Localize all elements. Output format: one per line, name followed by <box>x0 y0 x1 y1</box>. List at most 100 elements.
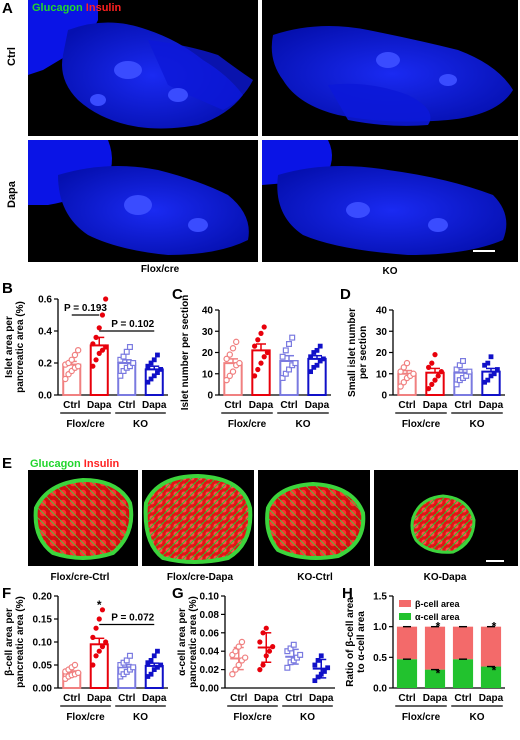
y-tick-label: 0.02 <box>200 665 220 676</box>
y-axis-label: α-cell area perpancreatic area (%) <box>177 596 199 688</box>
x-tick-label: Ctrl <box>454 400 471 411</box>
data-point <box>321 356 326 362</box>
data-point <box>260 630 266 636</box>
islet-flox-dapa <box>142 470 254 566</box>
row-label-dapa: Dapa <box>6 181 18 208</box>
data-point <box>495 367 500 372</box>
x-tick-label: Dapa <box>309 693 334 704</box>
x-tick-label: Ctrl <box>63 693 80 704</box>
data-point <box>317 358 323 364</box>
data-point <box>90 634 96 640</box>
bar <box>425 371 445 396</box>
data-point <box>459 357 466 364</box>
y-axis-label: Islet number per section <box>180 295 191 411</box>
data-point <box>74 669 82 677</box>
data-point <box>453 366 460 373</box>
data-point <box>103 639 109 645</box>
data-point <box>426 364 432 370</box>
x-tick-label: Dapa <box>87 400 112 411</box>
data-point <box>400 379 408 386</box>
data-point <box>282 347 289 354</box>
data-point <box>292 360 299 367</box>
y-tick-label: 0.5 <box>373 653 387 664</box>
legend-label-alpha: α-cell area <box>415 612 461 622</box>
bar-alpha <box>396 659 418 688</box>
data-point <box>229 670 236 678</box>
data-point <box>285 340 292 347</box>
data-point <box>400 364 408 371</box>
significance-star: * <box>492 620 497 634</box>
data-point <box>130 359 137 366</box>
data-point <box>432 377 438 383</box>
data-point <box>151 373 157 379</box>
data-point <box>123 348 130 355</box>
data-point <box>148 360 154 366</box>
islet-ko-ctrl <box>258 470 370 566</box>
x-tick-label: Ctrl <box>280 400 297 411</box>
data-point <box>466 368 473 375</box>
data-point <box>312 662 318 668</box>
p-value-label: P = 0.072 <box>111 613 154 624</box>
data-point <box>311 350 317 355</box>
y-tick-label: 0.00 <box>33 684 53 695</box>
chart-c: 0 10 20 30 40 Islet number per section Ctrl Dap… <box>180 295 331 430</box>
group-label: KO <box>470 712 485 723</box>
data-point <box>263 625 269 631</box>
panel-letter-e: E <box>2 455 13 472</box>
data-point <box>322 669 327 674</box>
y-tick-label: 0.05 <box>33 661 53 672</box>
y-tick-label: 0.00 <box>200 684 220 695</box>
data-point <box>284 664 291 671</box>
p-value-label: P = 0.102 <box>111 319 154 330</box>
group-label: Flox/cre <box>66 419 105 430</box>
data-point <box>155 352 160 358</box>
data-point <box>429 381 435 387</box>
y-tick-label: 0.4 <box>38 327 52 338</box>
data-point <box>226 351 234 358</box>
caption-ko-ctrl: KO-Ctrl <box>297 572 333 583</box>
x-tick-label: Dapa <box>142 400 167 411</box>
x-tick-label: Dapa <box>305 400 330 411</box>
data-point <box>96 350 102 356</box>
data-point <box>145 674 151 679</box>
y-tick-label: 0.10 <box>200 592 220 603</box>
panel-letter-h: H <box>342 585 353 602</box>
group-label: KO <box>296 419 311 430</box>
data-point <box>258 330 264 336</box>
bar-alpha <box>452 659 474 688</box>
data-point <box>297 651 304 658</box>
panel-letter-c: C <box>172 286 183 303</box>
data-point <box>99 607 106 613</box>
x-tick-label: Ctrl <box>454 693 471 704</box>
data-point <box>235 643 242 650</box>
legend-insulin: Insulin <box>85 2 122 14</box>
panel-e-islets <box>28 470 518 566</box>
data-point <box>279 353 286 360</box>
bar <box>251 349 271 396</box>
data-point <box>263 653 269 659</box>
data-point <box>257 639 263 645</box>
data-point <box>103 296 109 302</box>
chart-b: 0.0 0.2 0.4 0.6 Islet area perpancreatic are… <box>4 295 168 430</box>
data-point <box>426 386 432 392</box>
data-point <box>145 363 151 369</box>
data-point <box>229 368 237 375</box>
data-point <box>308 369 313 375</box>
y-axis-label: β-cell area perpancreatic area (%) <box>4 596 26 688</box>
chart-d: 0 10 20 30 40 Small islet numberper section Ct… <box>347 306 505 430</box>
bar-alpha <box>480 666 502 688</box>
col-label-ko: KO <box>382 266 398 277</box>
data-point <box>62 375 69 383</box>
data-point <box>314 362 320 368</box>
data-point <box>96 325 102 331</box>
data-point <box>93 625 99 631</box>
x-tick-label: Dapa <box>249 400 274 411</box>
data-point <box>126 652 133 659</box>
y-tick-label: 0.20 <box>33 592 53 603</box>
data-point <box>438 369 444 375</box>
data-point <box>279 374 286 381</box>
y-tick-label: 0.0 <box>38 391 52 402</box>
legend-swatch-alpha <box>399 613 411 620</box>
data-point <box>252 343 258 349</box>
chart-h: 0.0 0.5 1.0 1.5 Ratio of β-cell areato α-cel… <box>345 592 505 723</box>
